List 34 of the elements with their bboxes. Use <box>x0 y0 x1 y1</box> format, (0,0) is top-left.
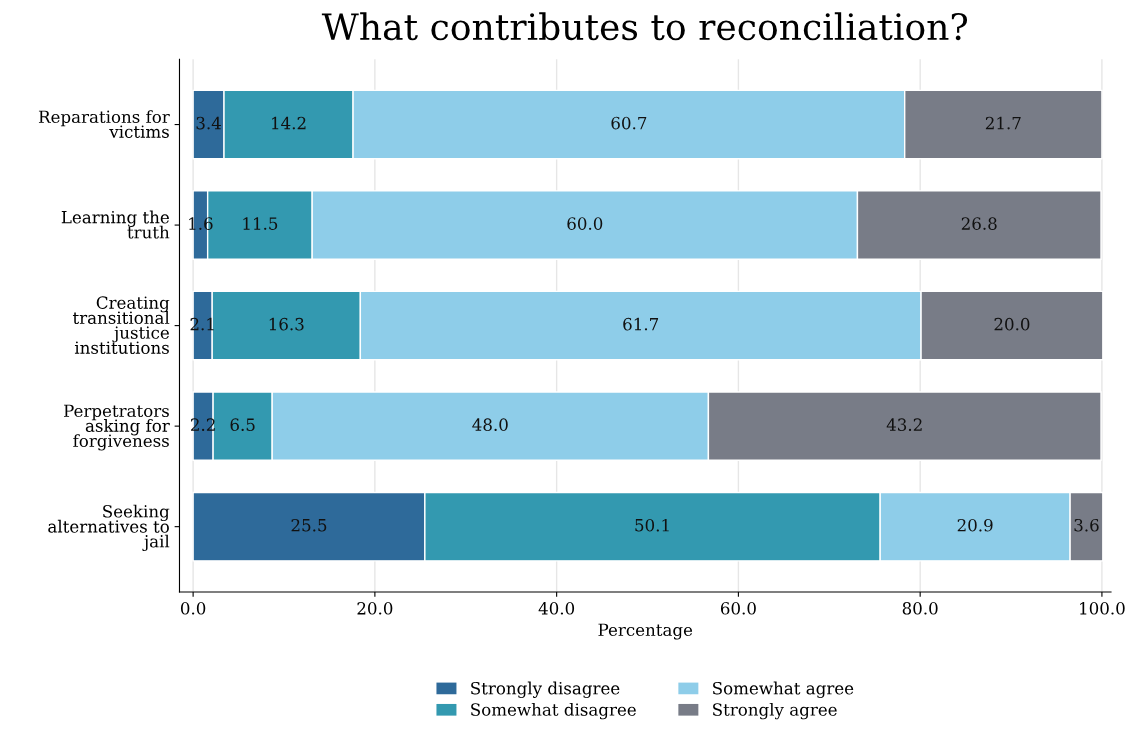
data-label: 16.3 <box>269 317 304 331</box>
data-label: 43.2 <box>886 418 922 431</box>
x-tick-label: 100.0 <box>1080 602 1125 615</box>
x-tick-label: 20.0 <box>357 602 393 615</box>
data-label: 6.5 <box>230 418 255 431</box>
y-tick-label: Reparations for victims <box>38 110 170 138</box>
y-tick-label: Seeking alternatives to jail <box>48 504 170 552</box>
x-tick-label: 40.0 <box>538 602 575 615</box>
y-tick-label: Perpetrators asking for forgiveness <box>64 404 170 451</box>
data-label: 20.9 <box>957 518 993 532</box>
data-label: 21.7 <box>985 116 1021 130</box>
data-label: 60.7 <box>611 116 647 130</box>
x-tick-label: 0.0 <box>180 602 206 615</box>
data-label: 50.1 <box>635 518 669 532</box>
data-label: 61.7 <box>623 317 659 331</box>
chart-title: What contributes to reconciliation? <box>321 12 968 41</box>
legend-label: Strongly agree <box>713 702 837 720</box>
data-label: 48.0 <box>472 418 508 431</box>
data-label: 11.5 <box>243 217 278 230</box>
y-tick-label: Creating transitional justice institutions <box>72 296 170 354</box>
legend-label: Somewhat agree <box>713 681 854 698</box>
legend-label: Somewhat disagree <box>471 702 636 720</box>
x-tick-label: 60.0 <box>720 602 756 615</box>
y-tick-label: Learning the truth <box>61 210 170 239</box>
x-axis-title: Percentage <box>598 623 693 640</box>
data-label: 20.0 <box>994 317 1030 331</box>
data-label: 3.6 <box>1074 518 1099 532</box>
x-tick-label: 80.0 <box>902 602 938 615</box>
data-label: 60.0 <box>567 217 603 230</box>
data-label: 14.2 <box>272 116 306 130</box>
legend-label: Strongly disagree <box>471 681 620 698</box>
data-label: 25.5 <box>291 518 327 532</box>
data-label: 26.8 <box>961 217 997 230</box>
data-label: 3.4 <box>196 116 221 130</box>
